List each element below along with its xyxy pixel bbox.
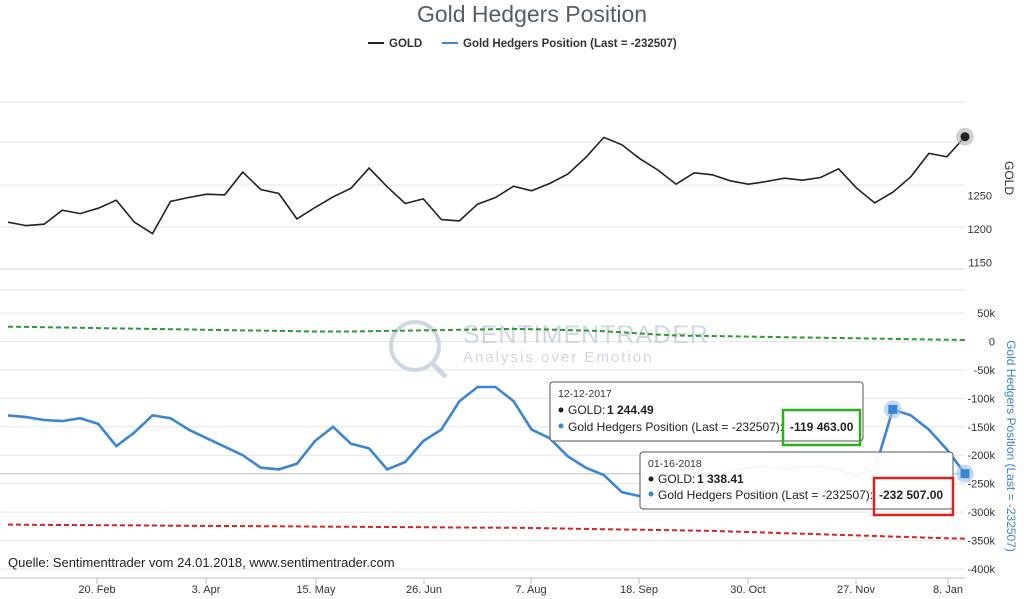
watermark: SENTIMENTRADER Analysis over Emotion xyxy=(389,320,708,379)
tooltip-box xyxy=(549,381,864,442)
tooltip-gold-label: GOLD: xyxy=(658,472,695,486)
hedgers-tick-label: 50k xyxy=(977,308,995,320)
gold-tick-label: 1200 xyxy=(968,224,992,236)
x-tick-label: 15. May xyxy=(296,584,336,596)
gold-panel xyxy=(0,101,965,270)
hedgers-axis-ticks: 50k 0 -50k -100k -150k -200k -250k -300k -350k -4… xyxy=(967,308,995,576)
tooltip-jan-2018: 01-16-2018 GOLD: 1 338.41 Gold Hedgers P… xyxy=(639,451,955,517)
tooltip-gold-bullet-icon xyxy=(648,476,654,482)
gold-last-marker[interactable] xyxy=(960,132,970,142)
tooltip-gold-value: 1 244.49 xyxy=(607,403,654,417)
x-tick-label: 30. Oct xyxy=(730,584,765,596)
tooltip-highlight-box xyxy=(872,476,955,517)
tooltip-hedger-value: -119 463.00 xyxy=(790,420,854,434)
x-tick-label: 27. Nov xyxy=(837,584,875,596)
hedger-point-marker[interactable] xyxy=(960,469,970,479)
tooltip-hedger-label: Gold Hedgers Position (Last = -232507): xyxy=(658,488,873,502)
watermark-tagline: Analysis over Emotion xyxy=(463,349,653,366)
hedgers-axis-title: Gold Hedgers Position (Last = -232507) xyxy=(1004,340,1018,552)
hedgers-tick-label: -150k xyxy=(967,422,995,434)
legend[interactable]: GOLD Gold Hedgers Position (Last = -2325… xyxy=(368,38,677,50)
lower-band-line xyxy=(7,523,966,540)
hedger-point-marker[interactable] xyxy=(888,404,898,414)
x-axis-ticks: 20. Feb 3. Apr 15. May 26. Jun 7. Aug 18. Sep… xyxy=(78,578,963,596)
gold-tick-label: 1150 xyxy=(968,257,992,269)
hedgers-tick-label: -350k xyxy=(967,536,995,548)
x-tick-label: 20. Feb xyxy=(78,584,115,596)
tooltip-date: 12-12-2017 xyxy=(558,388,612,400)
tooltip-highlight-box xyxy=(781,408,862,447)
x-tick-label: 3. Apr xyxy=(192,584,221,596)
legend-gold-label[interactable]: GOLD xyxy=(389,38,422,50)
hedgers-tick-label: 0 xyxy=(989,336,995,348)
hedgers-tick-label: -200k xyxy=(967,450,995,462)
gold-axis-ticks: 1150 1200 1250 xyxy=(968,191,992,270)
tooltip-hedger-bullet-icon xyxy=(648,491,654,497)
gold-line xyxy=(7,136,966,235)
hedgers-tick-label: -100k xyxy=(967,393,995,405)
gold-axis-title: GOLD xyxy=(1002,161,1016,195)
x-tick-label: 8. Jan xyxy=(933,584,963,596)
tooltip-hedger-bullet-icon xyxy=(558,423,564,429)
hedgers-tick-label: -250k xyxy=(967,479,995,491)
tooltip-hedger-value: -232 507.00 xyxy=(879,488,943,502)
x-tick-label: 18. Sep xyxy=(620,584,658,596)
tooltip-gold-value: 1 338.41 xyxy=(697,472,744,486)
tooltip-dec-2017: 12-12-2017 GOLD: 1 244.49 Gold Hedgers P… xyxy=(549,381,864,447)
watermark-logo-icon xyxy=(389,320,441,372)
legend-hedgers-label[interactable]: Gold Hedgers Position (Last = -232507) xyxy=(463,38,677,50)
gold-tick-label: 1250 xyxy=(968,191,992,203)
chart-title: Gold Hedgers Position xyxy=(417,1,647,27)
hedgers-tick-label: -400k xyxy=(967,564,995,576)
tooltip-gold-bullet-icon xyxy=(558,407,564,413)
tooltip-date: 01-16-2018 xyxy=(648,458,702,470)
x-tick-label: 7. Aug xyxy=(515,584,546,596)
x-tick-label: 26. Jun xyxy=(406,584,442,596)
hedgers-tick-label: -300k xyxy=(967,507,995,519)
watermark-logo-handle xyxy=(430,361,448,379)
source-note: Quelle: Sentimenttrader vom 24.01.2018, … xyxy=(8,555,395,570)
tooltip-gold-label: GOLD: xyxy=(568,403,605,417)
hedgers-tick-label: -50k xyxy=(974,365,996,377)
tooltip-hedger-label: Gold Hedgers Position (Last = -232507): xyxy=(568,420,783,434)
